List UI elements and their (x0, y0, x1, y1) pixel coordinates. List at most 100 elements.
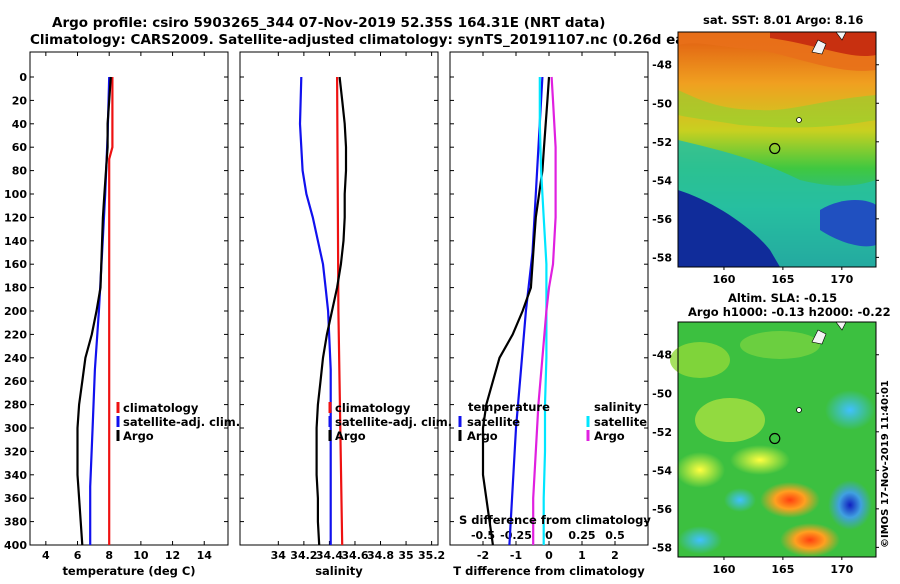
lon-tick-label: 165 (771, 563, 794, 576)
legend-s-satellite: satellite (594, 415, 647, 429)
x-axis-label: salinity (315, 564, 363, 578)
lon-tick-label: 165 (771, 273, 794, 286)
temperature-legend: climatology satellite-adj. clim. Argo (116, 401, 240, 443)
depth-tick-label: 80 (12, 165, 28, 178)
lat-tick-label: -52 (652, 426, 672, 439)
series-s-argo (532, 76, 557, 545)
x-tick-label: 4 (42, 549, 50, 562)
x-tick-label: 34 (271, 549, 287, 562)
lat-tick-label: -48 (652, 59, 672, 72)
legend-satellite: satellite-adj. clim. (335, 415, 452, 429)
x-tick-label: 34.8 (367, 549, 394, 562)
x-axis-label: temperature (deg C) (62, 564, 195, 578)
plot-frame (449, 51, 649, 546)
secondary-tick-label: 0.5 (605, 529, 625, 542)
depth-tick-label: 120 (4, 211, 27, 224)
sst-map-title: sat. SST: 8.01 Argo: 8.16 (703, 13, 863, 27)
temperature-panel: 0 20 40 60 80 100 120 140 160 180 200 220 240 260 280 3… (4, 51, 229, 578)
lon-tick-label: 160 (712, 563, 735, 576)
depth-tick-label: 400 (4, 539, 27, 552)
lon-tick-label: 160 (712, 273, 735, 286)
lat-tick-label: -58 (652, 251, 672, 264)
x-tick-label: 34.4 (316, 549, 343, 562)
x-tick-label: -1 (510, 549, 522, 562)
depth-tick-label: 260 (4, 375, 27, 388)
sla-map-axes: -48 -50 -52 -54 -56 -58 160 165 170 (652, 349, 879, 576)
depth-tick-label: 220 (4, 328, 27, 341)
x-tick-label: 2 (611, 549, 619, 562)
legend-climatology: climatology (335, 401, 411, 415)
depth-tick-label: 60 (12, 141, 28, 154)
x-tick-label: 35.2 (418, 549, 445, 562)
series-argo (76, 76, 112, 546)
plot-frame (29, 51, 229, 546)
x-tick-label: 35 (398, 549, 413, 562)
difference-panel: -2 -1 0 1 2 T difference from climatology -0.5… (449, 51, 649, 578)
secondary-tick-label: 0 (545, 529, 553, 542)
sst-map-axes: -48 -50 -52 -54 -56 -58 160 165 170 (652, 59, 879, 286)
legend-satellite: satellite-adj. clim. (123, 415, 240, 429)
legend-argo: Argo (123, 429, 154, 443)
depth-tick-label: 100 (4, 188, 27, 201)
depth-tick-label: 20 (12, 94, 28, 107)
lat-tick-label: -54 (652, 464, 672, 477)
sst-map (677, 31, 877, 268)
depth-tick-label: 240 (4, 352, 27, 365)
lon-tick-label: 170 (830, 563, 853, 576)
x-tick-label: -2 (477, 549, 489, 562)
depth-tick-label: 380 (4, 516, 27, 529)
legend-temperature-title: temperature (468, 400, 550, 414)
lat-tick-label: -48 (652, 349, 672, 362)
lat-tick-label: -50 (652, 387, 672, 400)
x-tick-label: 6 (74, 549, 82, 562)
series-satellite-adj-clim- (298, 76, 332, 545)
x-tick-label: 34.2 (290, 549, 317, 562)
argo-location-marker (769, 432, 781, 445)
series-climatology (108, 77, 114, 545)
depth-tick-label: 280 (4, 399, 27, 412)
secondary-axis-label: S difference from climatology (459, 513, 651, 527)
depth-tick-label: 140 (4, 235, 27, 248)
depth-tick-label: 200 (4, 305, 27, 318)
title-line2: Climatology: CARS2009. Satellite-adjuste… (30, 32, 722, 48)
sla-map (670, 321, 877, 558)
x-tick-label: 1 (578, 549, 586, 562)
x-tick-label: 0 (545, 549, 553, 562)
legend-argo: Argo (335, 429, 366, 443)
series-argo (315, 76, 348, 546)
x-tick-label: 8 (105, 549, 113, 562)
depth-tick-label: 40 (12, 118, 28, 131)
sla-map-title2: Argo h1000: -0.13 h2000: -0.22 (688, 305, 891, 319)
difference-legend: temperature satellite Argo salinity sate… (458, 400, 651, 527)
title-line1: Argo profile: csiro 5903265_344 07-Nov-2… (52, 15, 605, 31)
legend-climatology: climatology (123, 401, 199, 415)
secondary-tick-label: -0.5 (471, 529, 495, 542)
depth-tick-label: 300 (4, 422, 27, 435)
sla-map-title1: Altim. SLA: -0.15 (728, 291, 837, 305)
series-t-argo (481, 76, 551, 546)
lon-tick-label: 170 (830, 273, 853, 286)
depth-tick-label: 0 (19, 71, 27, 84)
legend-salinity-title: salinity (594, 400, 642, 414)
series-climatology (336, 76, 344, 546)
argo-location-marker (769, 142, 781, 155)
x-tick-label: 14 (197, 549, 213, 562)
depth-tick-label: 160 (4, 258, 27, 271)
salinity-legend: climatology satellite-adj. clim. Argo (328, 401, 452, 443)
legend-s-argo: Argo (594, 429, 625, 443)
imos-stamp: ©IMOS 17-Nov-2019 11:40:01 (880, 380, 891, 548)
legend-t-argo: Argo (467, 429, 498, 443)
x-axis-label: T difference from climatology (453, 564, 645, 578)
secondary-tick-label: 0.25 (568, 529, 595, 542)
depth-tick-label: 360 (4, 492, 27, 505)
salinity-panel: 34 34.234.434.634.8 35 35.2 salinity (239, 51, 445, 578)
lat-tick-label: -54 (652, 174, 672, 187)
lat-tick-label: -56 (652, 503, 672, 516)
x-tick-label: 10 (133, 549, 149, 562)
secondary-tick-label: -0.25 (500, 529, 532, 542)
lat-tick-label: -58 (652, 541, 672, 554)
lat-tick-label: -50 (652, 97, 672, 110)
x-tick-label: 34.6 (341, 549, 368, 562)
lat-tick-label: -52 (652, 136, 672, 149)
